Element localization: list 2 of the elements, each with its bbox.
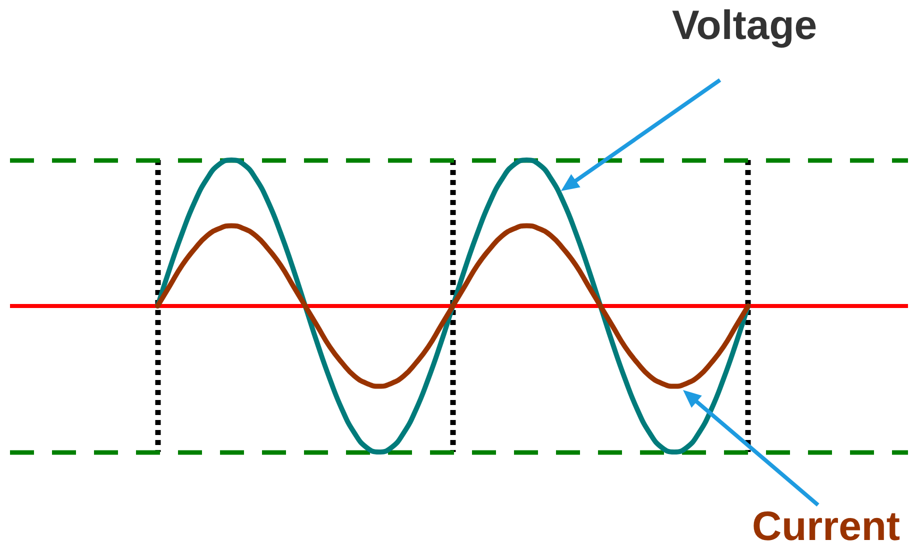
text: Current: [752, 503, 900, 548]
text: Voltage: [672, 2, 818, 48]
